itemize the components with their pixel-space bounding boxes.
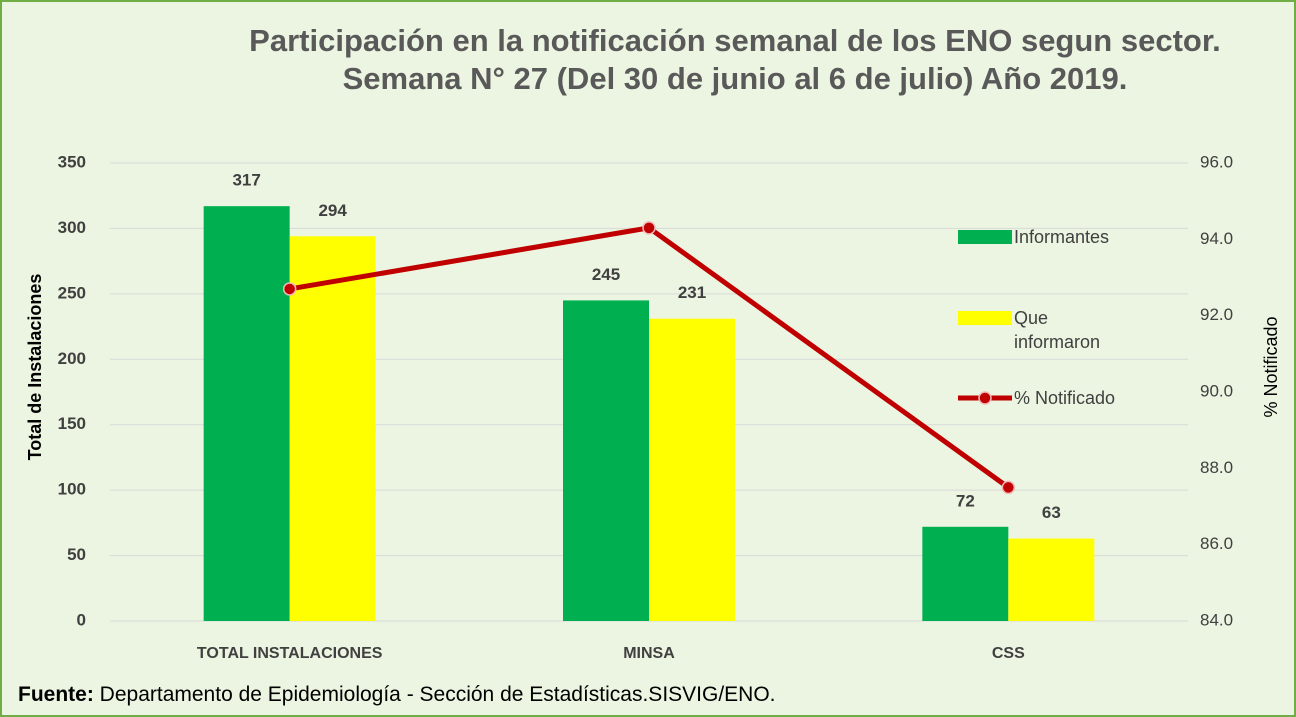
legend-swatch: [958, 230, 1012, 244]
y-tick-label: 300: [58, 218, 86, 237]
y-tick-label: 0: [77, 610, 86, 629]
legend-entry: % Notificado: [1014, 388, 1116, 408]
y2-tick-label: 88.0: [1200, 458, 1233, 477]
line-marker: [282, 282, 297, 296]
y2-tick-label: 92.0: [1200, 305, 1233, 324]
data-label: 72: [956, 491, 975, 510]
data-label: 294: [318, 201, 347, 220]
y2-tick-label: 94.0: [1200, 229, 1233, 248]
y-tick-label: 350: [58, 152, 86, 171]
y2-axis-label: % Notificado: [1261, 316, 1281, 417]
y-tick-label: 150: [58, 414, 86, 433]
y-tick-label: 250: [58, 283, 86, 302]
y2-tick-label: 90.0: [1200, 381, 1233, 400]
legend-swatch: [958, 311, 1012, 325]
x-tick-label: TOTAL INSTALACIONES: [197, 645, 383, 662]
data-label: 317: [232, 171, 260, 190]
y2-tick-label: 86.0: [1200, 534, 1233, 553]
y-tick-label: 50: [67, 545, 86, 564]
chart-subtitle: Semana N° 27 (Del 30 de junio al 6 de ju…: [343, 61, 1128, 96]
y-tick-label: 200: [58, 349, 86, 368]
x-tick-label: MINSA: [623, 645, 675, 662]
source-text: Departamento de Epidemiología - Sección …: [99, 683, 776, 706]
legend-entry: Que informaron: [1014, 308, 1101, 352]
bar: [1008, 538, 1095, 621]
legend-entry: Informantes: [1014, 227, 1110, 247]
bar: [289, 236, 376, 621]
y2-tick-label: 96.0: [1200, 152, 1233, 171]
line-marker: [642, 221, 656, 235]
line-marker: [1001, 480, 1016, 495]
legend-label: Informantes: [1014, 227, 1110, 247]
bar: [203, 206, 290, 621]
y-tick-label: 100: [58, 480, 86, 499]
x-tick-label: CSS: [992, 645, 1025, 662]
data-label: 63: [1042, 503, 1061, 522]
data-label: 245: [592, 265, 620, 284]
source-note: Fuente: Departamento de Epidemiología - …: [18, 683, 776, 707]
bar: [922, 526, 1009, 621]
legend-label: Que informaron: [1014, 308, 1101, 352]
legend-marker: [978, 391, 992, 405]
y-axis-label: Total de Instalaciones: [25, 274, 45, 461]
bar: [649, 318, 735, 621]
source-label: Fuente:: [18, 683, 94, 706]
bar: [563, 300, 649, 621]
y2-tick-label: 84.0: [1200, 610, 1233, 629]
legend-label: % Notificado: [1014, 388, 1116, 408]
chart-title: Participación en la notificación semanal…: [249, 23, 1221, 58]
data-label: 231: [678, 283, 706, 302]
